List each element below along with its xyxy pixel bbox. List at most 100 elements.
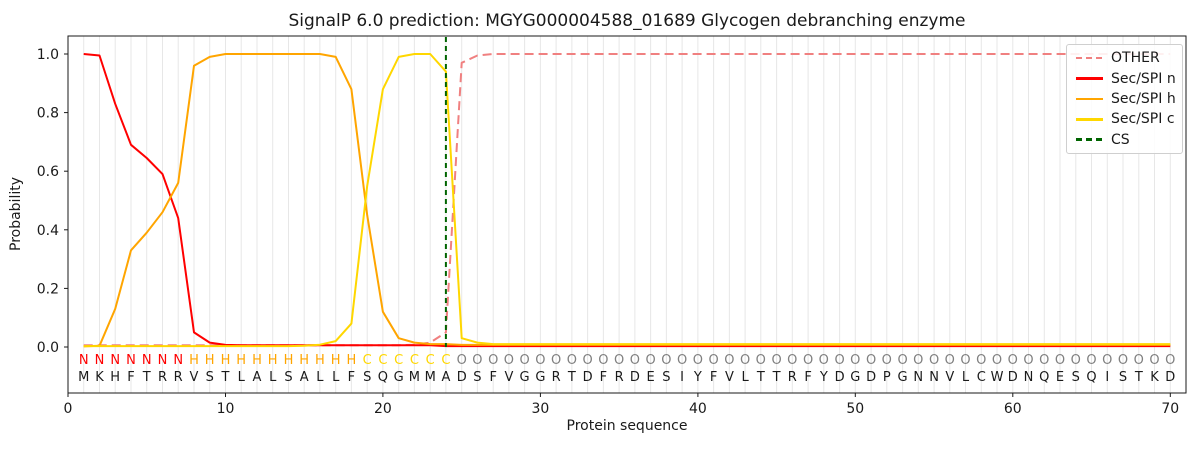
sequence-letter: F	[804, 370, 811, 385]
region-letter: O	[519, 353, 529, 368]
sequence-letter: M	[78, 370, 89, 385]
sequence-letter: S	[206, 370, 214, 385]
region-letter: H	[189, 353, 199, 368]
sequence-letter: S	[284, 370, 292, 385]
region-letter: O	[1039, 353, 1049, 368]
region-letter: H	[221, 353, 231, 368]
x-axis-label: Protein sequence	[566, 418, 688, 434]
legend-label: Sec/SPI n	[1111, 70, 1176, 87]
sequence-letter: S	[363, 370, 371, 385]
region-letter: O	[1008, 353, 1018, 368]
region-letter: H	[315, 353, 325, 368]
y-tick-label-0.2: 0.2	[37, 281, 59, 297]
region-letter: O	[897, 353, 907, 368]
sequence-letter: F	[489, 370, 496, 385]
sequence-letter: E	[646, 370, 654, 385]
sequence-letter: K	[95, 370, 104, 385]
sequence-letter: D	[583, 370, 593, 385]
region-letter: H	[299, 353, 309, 368]
region-letter: O	[1055, 353, 1065, 368]
legend-item-sec-spi-n: Sec/SPI n	[1067, 72, 1182, 86]
region-letter: O	[630, 353, 640, 368]
sequence-letter: L	[962, 370, 970, 385]
region-letter: C	[394, 353, 403, 368]
y-tick-label-1.0: 1.0	[37, 47, 59, 63]
legend-item-other: OTHER	[1067, 51, 1182, 65]
legend-line-sample-sec-spi-n	[1076, 77, 1103, 80]
y-tick-label-0.0: 0.0	[37, 340, 59, 356]
x-tick-label-20: 20	[374, 401, 392, 417]
region-letter: O	[724, 353, 734, 368]
x-axis-ticks: 0 10 20 30 40 50 60 70	[64, 393, 1179, 417]
sequence-letter: V	[190, 370, 199, 385]
sequence-letter: L	[316, 370, 324, 385]
sequence-letter: G	[898, 370, 908, 385]
region-letter: O	[787, 353, 797, 368]
region-letter: N	[110, 353, 120, 368]
legend-line-sample-other	[1076, 56, 1103, 60]
region-letter: H	[236, 353, 246, 368]
region-letter: O	[992, 353, 1002, 368]
sequence-letter: Q	[378, 370, 388, 385]
sequence-letter: K	[1150, 370, 1159, 385]
gridlines	[83, 36, 1171, 393]
legend: OTHER Sec/SPI n Sec/SPI h Sec/SPI c CS	[1066, 44, 1183, 154]
sequence-letter: S	[473, 370, 481, 385]
region-letter: O	[960, 353, 970, 368]
y-tick-label-0.8: 0.8	[37, 106, 59, 122]
sequence-letter: F	[127, 370, 134, 385]
region-letter: N	[173, 353, 183, 368]
region-letter: C	[410, 353, 419, 368]
sec-spi-n-curve	[83, 53, 1171, 348]
region-letter: O	[819, 353, 829, 368]
region-letter: O	[1118, 353, 1128, 368]
region-letter: H	[347, 353, 357, 368]
sequence-letter: I	[1105, 370, 1109, 385]
legend-item-sec-spi-c: Sec/SPI c	[1067, 112, 1182, 126]
sequence-letter: F	[348, 370, 355, 385]
sequence-letter: A	[441, 370, 450, 385]
legend-item-sec-spi-h: Sec/SPI h	[1067, 92, 1182, 106]
sequence-letter: V	[504, 370, 513, 385]
region-letter: O	[598, 353, 608, 368]
x-tick-label-40: 40	[689, 401, 707, 417]
sequence-letter: S	[662, 370, 670, 385]
sequence-letter: S	[1072, 370, 1080, 385]
sequence-letter: F	[710, 370, 717, 385]
sequence-letter: L	[741, 370, 749, 385]
sequence-letter: D	[835, 370, 845, 385]
sequence-letter: E	[1056, 370, 1064, 385]
region-letter: C	[378, 353, 387, 368]
region-letter: N	[126, 353, 136, 368]
region-letter: O	[850, 353, 860, 368]
region-letter: N	[79, 353, 89, 368]
region-letter: O	[756, 353, 766, 368]
other-curve	[83, 53, 1171, 347]
sequence-letter: C	[977, 370, 986, 385]
sequence-letter: M	[425, 370, 436, 385]
region-letter: O	[535, 353, 545, 368]
sequence-letter: Q	[1039, 370, 1049, 385]
region-letter: N	[158, 353, 168, 368]
region-letter: H	[268, 353, 278, 368]
region-letter: O	[976, 353, 986, 368]
sequence-letter: T	[142, 370, 151, 385]
sequence-letter: D	[630, 370, 640, 385]
sequence-letter: T	[221, 370, 230, 385]
sequence-letter: A	[253, 370, 262, 385]
region-letter: O	[1165, 353, 1175, 368]
sequence-letter: G	[520, 370, 530, 385]
sequence-letter: W	[991, 370, 1004, 385]
sequence-letter: D	[457, 370, 467, 385]
legend-label: Sec/SPI c	[1111, 111, 1175, 128]
region-letter: H	[252, 353, 262, 368]
region-letter: C	[441, 353, 450, 368]
sec-spi-c-curve	[83, 53, 1171, 348]
legend-line-sample-sec-spi-c	[1076, 118, 1103, 121]
sequence-letter: G	[850, 370, 860, 385]
sequence-letter: D	[1008, 370, 1018, 385]
region-letter: H	[284, 353, 294, 368]
sequence-letter: R	[788, 370, 797, 385]
